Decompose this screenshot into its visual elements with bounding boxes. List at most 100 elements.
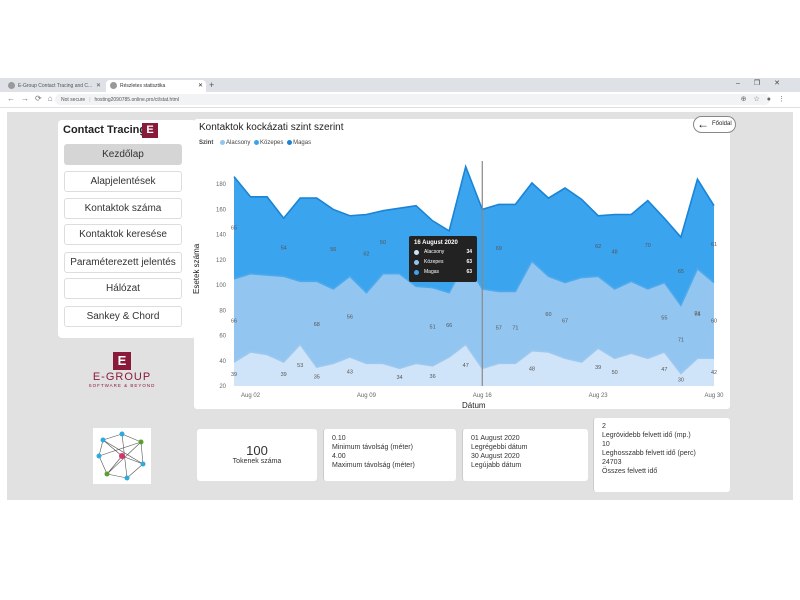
tooltip-label: Magas [424,269,440,275]
network-thumbnail[interactable] [93,428,151,484]
tooltip-value: 63 [466,269,472,275]
address-bar[interactable]: Not secure | hosting2090785.online.pro/ct/… [55,94,770,105]
favicon-icon [8,82,15,89]
data-label: 47 [661,367,667,373]
company-tagline: SOFTWARE & BEYOND [88,383,156,388]
area-alacsony [234,344,714,386]
company-name: E-GROUP [92,371,152,383]
legend-item-alacsony[interactable]: Alacsony [226,140,251,147]
navigation-buttons[interactable]: ←→⟳⌂ [7,94,59,103]
tooltip-row: Közepes 63 [414,259,472,269]
data-label: 68 [314,322,320,328]
legend-item-kozepes[interactable]: Közepes [260,140,284,147]
arrow-left-icon: ← [697,117,709,131]
data-label: 50 [380,240,386,246]
new-tab-icon[interactable]: + [209,80,215,90]
y-tick-label: 120 [216,258,227,264]
data-label: 56 [347,315,353,321]
data-label: 51 [430,325,436,331]
tab-label: Részletes statisztika [120,83,166,89]
data-label: 61 [711,242,717,248]
close-icon[interactable]: ✕ [197,83,203,89]
security-label: Not secure [61,97,86,103]
window-controls[interactable]: –❐✕ [735,80,794,87]
min-distance-label: Minimum távolság (méter) [332,444,413,451]
tooltip-label: Közepes [424,259,444,265]
area-kozepes [234,261,714,374]
sidebar-item-kezdolap[interactable]: Kezdőlap [64,144,182,165]
tooltip-label: Alacsony [424,249,445,255]
data-label: 35 [314,375,320,381]
toolbar-icons[interactable]: ⊕☆●⋮ [740,96,792,103]
data-label: 71 [694,311,700,317]
max-distance-value: 4.00 [332,453,346,460]
data-label: 42 [711,370,717,376]
area-chart[interactable]: 20 40 60 80 100 120 140 160 180 Aug 02 Aug 09 Aug 1… [194,119,730,409]
tokens-value: 100 [246,443,268,458]
data-label: 39 [281,372,287,378]
chart-legend: Szint Alacsony Közepes Magas [199,140,311,146]
legend-title: Szint [199,140,214,147]
tooltip-row: Alacsony 34 [414,249,472,259]
favicon-icon [110,82,117,89]
area-magas [234,166,714,306]
data-label: 54 [694,311,700,317]
data-label: 39 [595,365,601,371]
data-label: 36 [430,374,436,380]
times-card: 2 Legrövidebb felvett idő (mp.) 10 Legho… [593,418,730,492]
sidebar-item-halozat[interactable]: Hálózat [64,278,182,299]
longest-time-label: Leghosszabb felvett idő (perc) [602,450,696,457]
oldest-date-value: 01 August 2020 [471,435,520,442]
sidebar-item-parameterezett[interactable]: Paraméterezett jelentés [64,252,182,273]
legend-item-magas[interactable]: Magas [293,140,312,147]
company-logo-icon: E [113,352,131,370]
x-axis-label: Dátum [462,401,486,410]
sidebar-item-kontaktok-szama[interactable]: Kontaktok száma [64,198,182,219]
brand-logo-icon: E [142,123,158,138]
back-home-button[interactable]: ← Főoldal [693,116,736,133]
data-label: 48 [612,250,618,256]
data-label: 56 [330,247,336,253]
company-logo: E E-GROUP SOFTWARE & BEYOND [67,352,177,402]
close-icon[interactable]: ✕ [95,83,101,89]
browser-tab-active[interactable]: Részletes statisztika ✕ [106,80,206,92]
total-time-value: 24703 [602,459,622,466]
sidebar-item-sankey[interactable]: Sankey & Chord [64,306,182,327]
data-label: 39 [231,372,237,378]
sidebar-item-kontaktok-keresese[interactable]: Kontaktok keresése [64,224,182,245]
brand-title: Contact Tracing [63,124,147,136]
data-label: 66 [446,323,452,329]
data-label: 60 [545,312,551,318]
shortest-time-value: 2 [602,423,606,430]
chart-tooltip: 16 August 2020 Alacsony 34 Közepes 63 Ma… [409,236,477,282]
data-label: 65 [231,226,237,232]
sidebar: Contact Tracing E Kezdőlap Alapjelentése… [58,120,196,338]
data-label: 53 [297,363,303,369]
series-dot-icon [414,250,419,255]
sidebar-item-alapjelentesek[interactable]: Alapjelentések [64,171,182,192]
newest-date-value: 30 August 2020 [471,453,520,460]
tooltip-value: 63 [466,259,472,265]
data-label: 55 [661,315,667,321]
data-label: 50 [612,370,618,376]
distance-card: 0.10 Minimum távolság (méter) 4.00 Maxim… [323,429,456,481]
browser-tab[interactable]: E-Group Contact Tracing and C... ✕ [4,80,104,92]
tab-bar: E-Group Contact Tracing and C... ✕ Részl… [0,78,800,92]
tokens-label: Tokenek száma [232,458,282,465]
data-label: 69 [496,246,502,252]
tooltip-value: 34 [466,249,472,255]
data-label: 66 [231,318,237,324]
x-tick-label: Aug 23 [589,393,609,399]
tooltip-row: Magas 63 [414,269,472,279]
data-label: 34 [396,375,402,381]
y-tick-label: 60 [219,334,226,340]
y-tick-label: 80 [219,308,226,314]
url-separator: | [89,97,91,103]
data-label: 47 [463,363,469,369]
data-label: 70 [645,243,651,249]
y-axis-label: Esetek száma [192,243,201,294]
oldest-date-label: Legrégebbi dátum [471,444,528,451]
y-tick-label: 160 [216,207,227,213]
series-dot-icon [414,270,419,275]
data-label: 54 [281,245,287,251]
